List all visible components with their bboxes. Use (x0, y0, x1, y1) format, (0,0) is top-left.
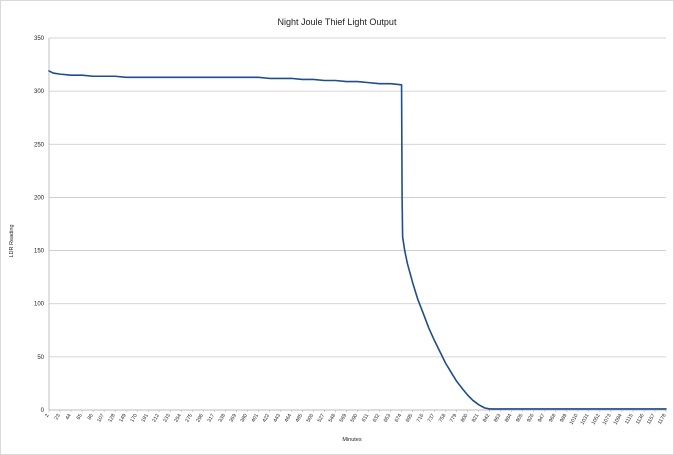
x-tick-label: 149 (118, 413, 128, 424)
x-tick-label: 695 (405, 413, 415, 424)
x-tick-label: 1094 (613, 413, 624, 426)
y-tick-label: 200 (34, 195, 45, 201)
x-tick-label: 926 (526, 413, 536, 424)
x-tick-label: 296 (195, 413, 205, 424)
y-tick-label: 350 (34, 36, 45, 42)
x-tick-label: 842 (482, 413, 492, 424)
x-tick-label: 674 (394, 413, 404, 424)
y-tick-label: 100 (34, 302, 45, 308)
x-tick-label: 863 (493, 413, 503, 424)
series-line (48, 70, 667, 410)
x-tick-label: 569 (339, 413, 349, 424)
x-tick-label: 1073 (602, 413, 613, 426)
x-tick-label: 443 (273, 413, 283, 424)
x-tick-label: 485 (295, 413, 305, 424)
x-tick-label: 233 (162, 413, 172, 424)
x-tick-label: 170 (129, 413, 139, 424)
x-tick-label: 401 (251, 413, 261, 424)
x-tick-label: 968 (548, 413, 558, 424)
x-tick-label: 653 (383, 413, 393, 424)
y-tick-label: 0 (41, 408, 45, 414)
x-tick-label: 947 (537, 413, 547, 424)
x-tick-label: 884 (504, 413, 514, 424)
x-tick-label: 632 (372, 413, 382, 424)
x-tick-label: 1010 (569, 413, 580, 426)
x-tick-label: 779 (449, 413, 459, 424)
x-tick-label: 191 (140, 413, 150, 424)
x-tick-label: 1178 (657, 413, 668, 426)
x-tick-label: 758 (438, 413, 448, 424)
x-tick-label: 317 (206, 413, 216, 424)
x-tick-label: 2 (44, 413, 51, 419)
y-tick-label: 150 (34, 249, 45, 255)
x-tick-label: 380 (240, 413, 250, 424)
x-tick-label: 527 (317, 413, 327, 424)
x-tick-label: 359 (229, 413, 239, 424)
y-tick-label: 250 (34, 142, 45, 148)
x-tick-label: 44 (65, 413, 73, 421)
x-tick-label: 86 (87, 413, 95, 421)
x-tick-label: 716 (416, 413, 426, 424)
x-tick-label: 1115 (624, 413, 635, 425)
x-tick-label: 128 (107, 413, 117, 424)
x-tick-label: 590 (350, 413, 360, 424)
x-tick-label: 23 (54, 413, 62, 421)
x-tick-label: 107 (96, 413, 106, 424)
x-tick-label: 338 (217, 413, 227, 424)
x-tick-label: 548 (328, 413, 338, 424)
x-tick-label: 464 (284, 413, 294, 424)
y-tick-label: 300 (34, 89, 45, 95)
x-tick-label: 800 (460, 413, 470, 424)
x-tick-label: 611 (361, 413, 370, 423)
x-tick-label: 989 (559, 413, 569, 424)
x-tick-label: 65 (76, 413, 84, 421)
y-tick-label: 50 (37, 355, 44, 361)
x-tick-label: 1052 (591, 413, 602, 426)
x-tick-label: 737 (427, 413, 437, 424)
x-tick-label: 212 (151, 413, 161, 424)
chart-title: Night Joule Thief Light Output (277, 17, 397, 27)
x-tick-label: 506 (306, 413, 316, 424)
x-tick-label: 1031 (580, 413, 591, 426)
x-tick-label: 275 (184, 413, 194, 424)
x-tick-label: 1136 (635, 413, 646, 426)
x-tick-label: 422 (262, 413, 272, 424)
x-tick-label: 821 (471, 413, 481, 424)
x-axis-label: Minutes (342, 437, 362, 443)
x-tick-label: 1157 (646, 413, 657, 426)
x-tick-label: 905 (515, 413, 525, 424)
x-tick-label: 254 (173, 413, 183, 424)
